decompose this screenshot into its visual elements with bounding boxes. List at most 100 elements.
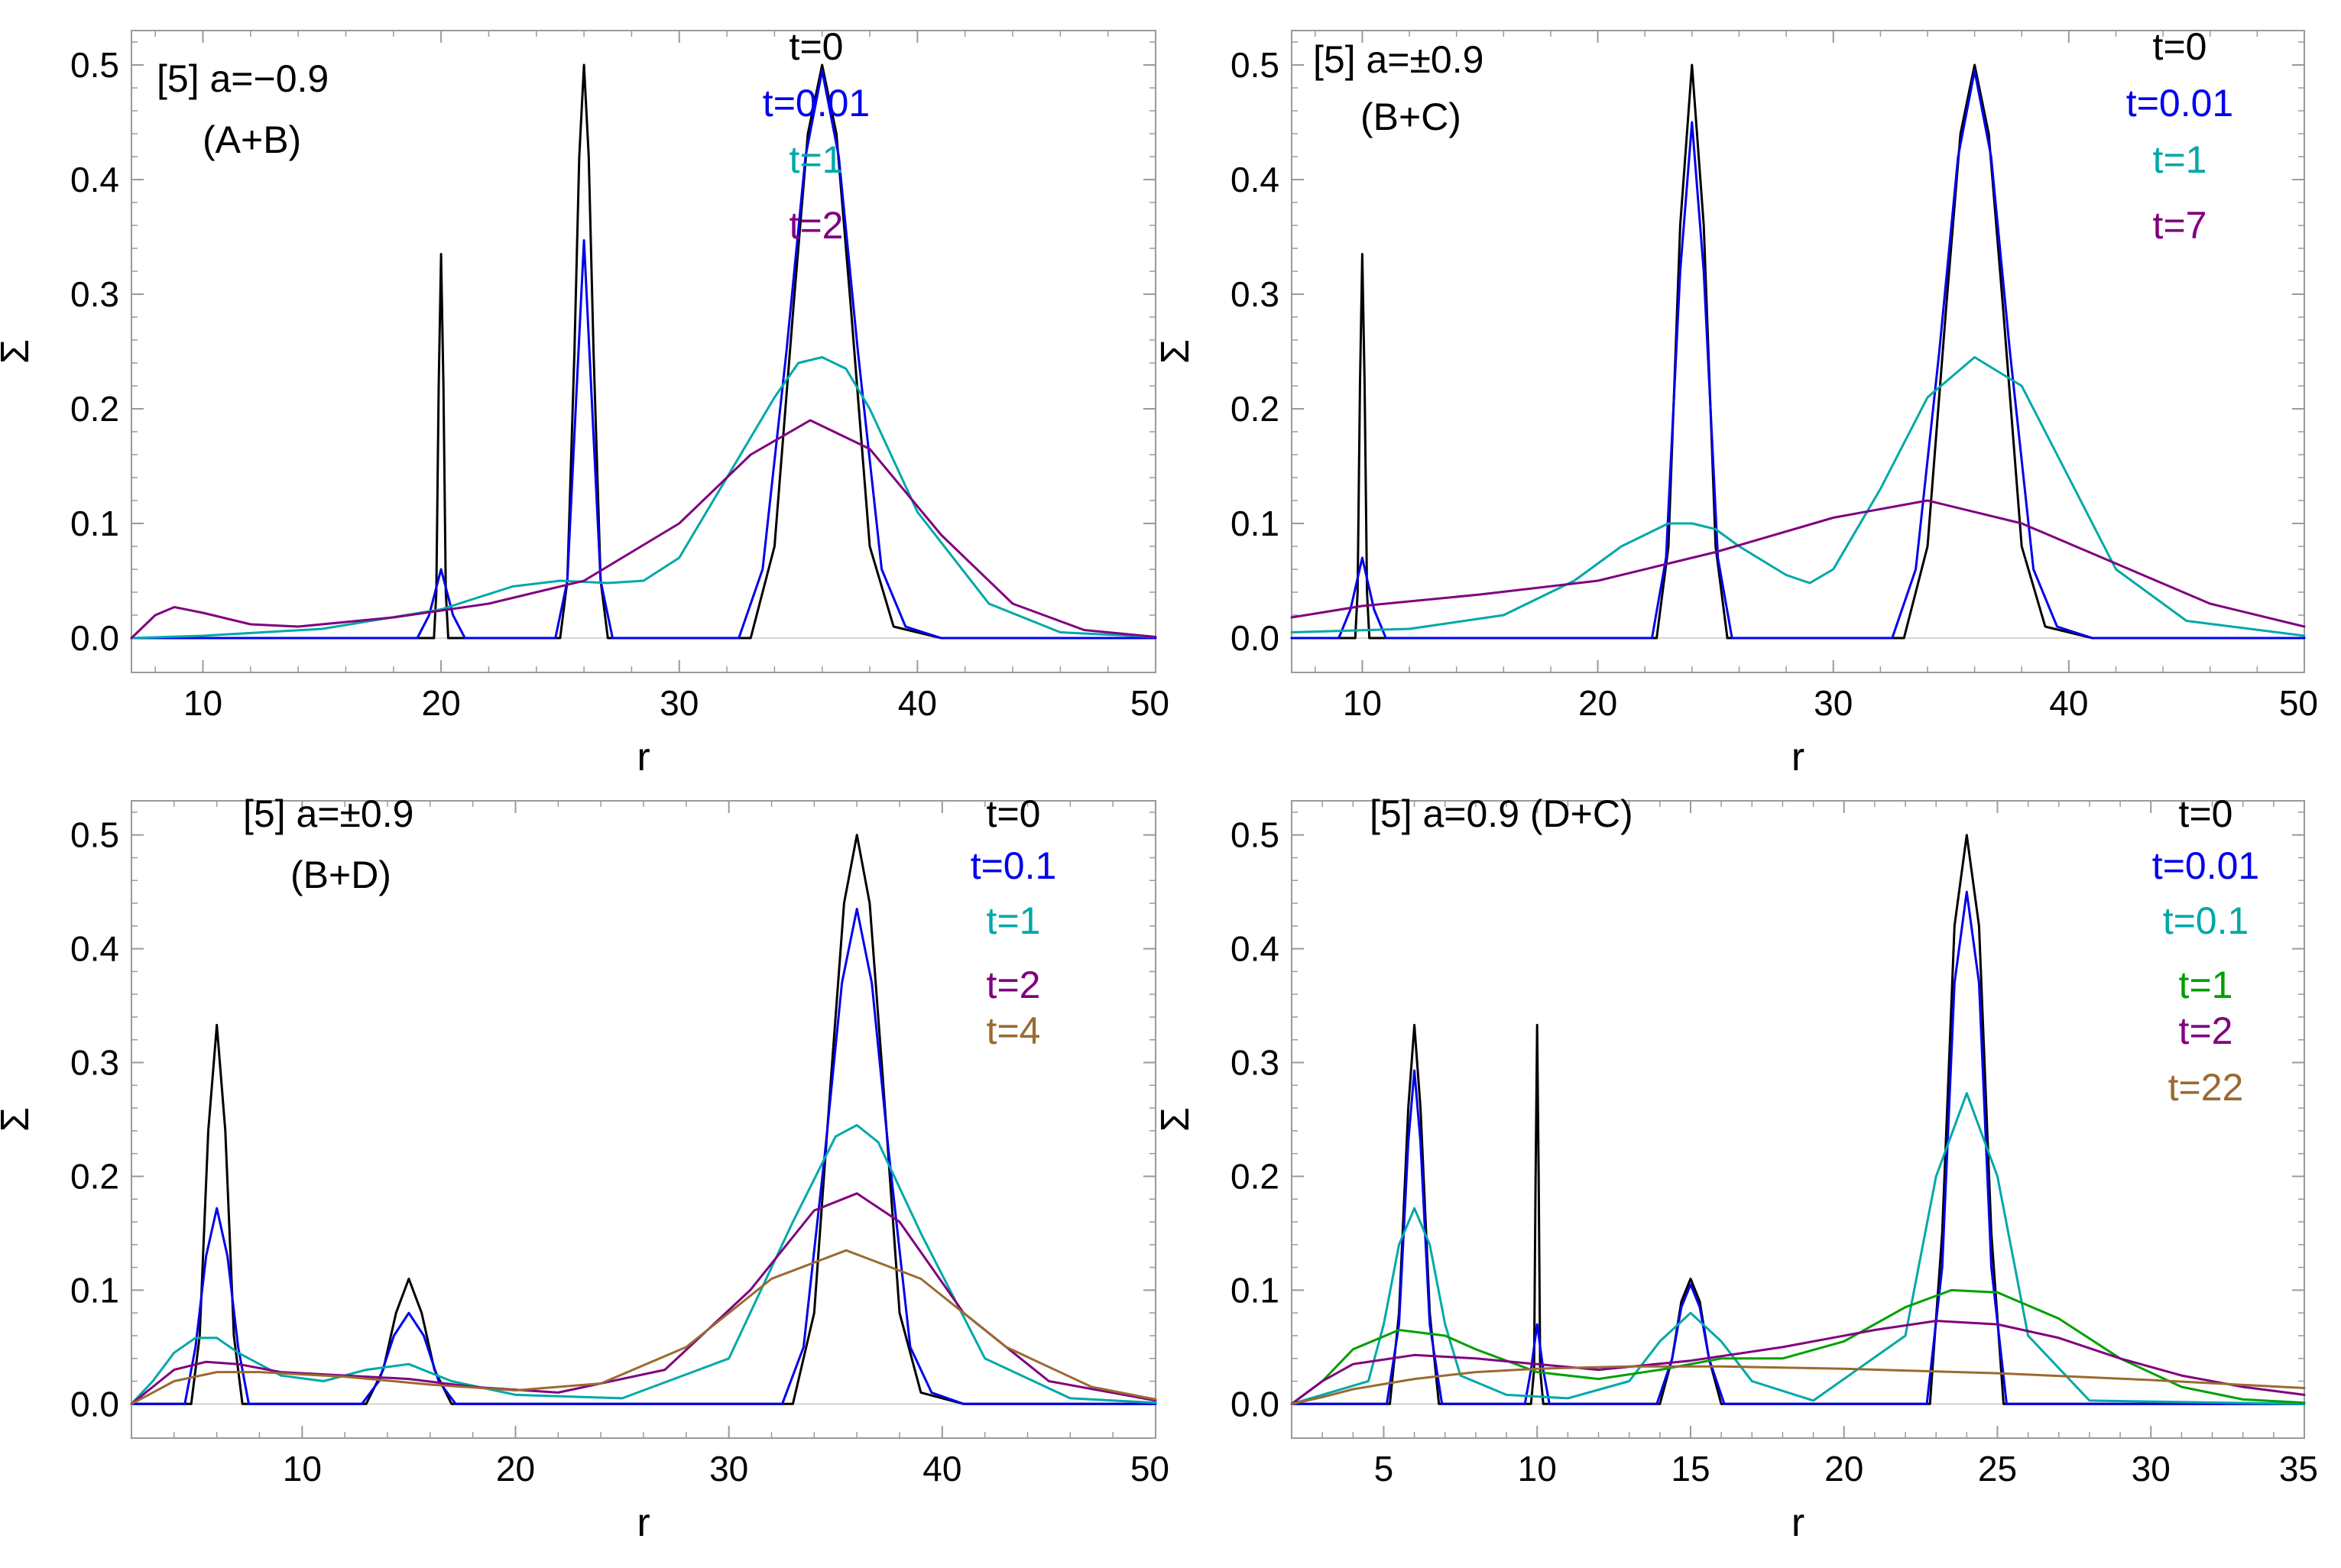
y-tick-label: 0.1 bbox=[1230, 504, 1279, 543]
legend-entry: t=7 bbox=[2153, 204, 2207, 247]
panel-annotation: (A+B) bbox=[203, 118, 301, 161]
panel-top-right: 10 20 30 40 50 0.0 0.1 0.2 0.3 0.4 0.5 r Σ [5] a=±0.9… bbox=[1153, 25, 2318, 779]
x-tick-label: 50 bbox=[2279, 683, 2318, 723]
x-tick-label: 15 bbox=[1671, 1449, 1710, 1489]
x-tick-label: 35 bbox=[2279, 1449, 2318, 1489]
y-tick-label: 0.0 bbox=[70, 1384, 119, 1424]
x-tick-label: 5 bbox=[1374, 1449, 1394, 1489]
y-tick-label: 0.2 bbox=[1230, 1156, 1279, 1196]
x-tick-label: 40 bbox=[898, 683, 937, 723]
y-tick-label: 0.5 bbox=[1230, 45, 1279, 85]
legend-entry: t=2 bbox=[2179, 1009, 2233, 1052]
series-line-t-1 bbox=[1290, 356, 2306, 637]
x-tick-label: 50 bbox=[1130, 683, 1169, 723]
panel-bottom-left: 10 20 30 40 50 0.0 0.1 0.2 0.3 0.4 0.5 r Σ [5] a=±0.9… bbox=[0, 792, 1169, 1545]
y-tick-label: 0.4 bbox=[1230, 929, 1279, 969]
y-tick-label: 0.4 bbox=[70, 160, 119, 199]
legend-entry: t=22 bbox=[2168, 1066, 2244, 1109]
series-line-t-22 bbox=[1290, 1365, 2306, 1405]
x-tick-label: 30 bbox=[2132, 1449, 2171, 1489]
series-line-t-7 bbox=[1290, 499, 2306, 628]
legend-entry: t=0.1 bbox=[971, 844, 1057, 887]
x-axis-title: r bbox=[637, 735, 650, 779]
x-tick-label: 40 bbox=[922, 1449, 961, 1489]
x-tick-label: 10 bbox=[1518, 1449, 1557, 1489]
x-tick-label: 20 bbox=[422, 683, 461, 723]
y-tick-label: 0.2 bbox=[70, 1156, 119, 1196]
panel-annotation: [5] a=−0.9 bbox=[157, 57, 329, 100]
x-axis-title: r bbox=[1791, 1501, 1804, 1545]
series-line-t-0-1 bbox=[130, 908, 1157, 1405]
legend-entry: t=1 bbox=[790, 138, 844, 181]
y-tick-label: 0.5 bbox=[1230, 815, 1279, 855]
y-tick-label: 0.0 bbox=[70, 618, 119, 658]
legend-entry: t=0 bbox=[2153, 25, 2207, 68]
series-line-t-0-01 bbox=[1290, 890, 2306, 1405]
legend-entry: t=1 bbox=[2153, 138, 2207, 181]
series-line-t-0-01 bbox=[130, 70, 1157, 640]
legend-entry: t=4 bbox=[987, 1009, 1041, 1052]
legend-entry: t=0 bbox=[2179, 792, 2233, 835]
y-tick-label: 0.3 bbox=[1230, 1043, 1279, 1083]
y-tick-label: 0.3 bbox=[70, 1043, 119, 1083]
y-tick-label: 0.2 bbox=[1230, 389, 1279, 429]
series-line-t-0-1 bbox=[1290, 1092, 2306, 1405]
x-tick-label: 40 bbox=[2049, 683, 2088, 723]
y-tick-label: 0.5 bbox=[70, 815, 119, 855]
plot-frame bbox=[1291, 30, 2305, 673]
series-line-t-4 bbox=[130, 1249, 1157, 1405]
plot-frame bbox=[131, 30, 1156, 673]
legend-entry: t=0.01 bbox=[2126, 82, 2233, 125]
y-axis-title: Σ bbox=[1153, 339, 1198, 364]
legend-entry: t=0 bbox=[987, 792, 1041, 835]
y-tick-label: 0.3 bbox=[70, 274, 119, 314]
x-tick-label: 20 bbox=[496, 1449, 535, 1489]
series-line-t-2 bbox=[1290, 1320, 2306, 1405]
legend-entry: t=2 bbox=[987, 964, 1041, 1006]
panel-annotation: [5] a=±0.9 bbox=[243, 792, 413, 835]
legend-entry: t=0.1 bbox=[2163, 899, 2249, 942]
plot-frame bbox=[1291, 800, 2305, 1439]
y-tick-label: 0.2 bbox=[70, 389, 119, 429]
legend-entry: t=1 bbox=[2179, 964, 2233, 1006]
series-line-t-1 bbox=[1290, 1288, 2306, 1405]
x-axis-title: r bbox=[637, 1501, 650, 1545]
x-tick-label: 10 bbox=[283, 1449, 322, 1489]
panel-annotation: [5] a=0.9 (D+C) bbox=[1370, 792, 1633, 835]
x-tick-label: 30 bbox=[1814, 683, 1853, 723]
series-line-t-0 bbox=[130, 834, 1157, 1405]
y-tick-label: 0.1 bbox=[70, 504, 119, 543]
legend-entry: t=0.01 bbox=[763, 82, 870, 125]
y-tick-label: 0.4 bbox=[1230, 160, 1279, 199]
panel-annotation: [5] a=±0.9 bbox=[1313, 38, 1483, 81]
y-axis-title: Σ bbox=[0, 1107, 37, 1132]
panel-annotation: (B+C) bbox=[1360, 96, 1461, 138]
panel-bottom-right: 5 10 15 20 25 30 35 0.0 0.1 0.2 0.3 0.4 0.5 r Σ [5] a=0… bbox=[1153, 792, 2318, 1545]
x-tick-label: 10 bbox=[183, 683, 222, 723]
series-line-t-0-01 bbox=[1290, 70, 2306, 640]
y-tick-label: 0.0 bbox=[1230, 618, 1279, 658]
x-tick-label: 50 bbox=[1130, 1449, 1169, 1489]
x-tick-label: 20 bbox=[1578, 683, 1617, 723]
x-axis-title: r bbox=[1791, 735, 1804, 779]
y-tick-label: 0.4 bbox=[70, 929, 119, 969]
panel-annotation: (B+D) bbox=[290, 854, 391, 896]
legend-entry: t=1 bbox=[987, 899, 1041, 942]
panel-top-left: 10 20 30 40 50 0.0 0.1 0.2 0.3 0.4 0.5 r Σ [5] a=−0.9… bbox=[0, 25, 1169, 779]
series-line-t-2 bbox=[130, 419, 1157, 640]
y-axis-title: Σ bbox=[0, 339, 37, 364]
y-tick-label: 0.0 bbox=[1230, 1384, 1279, 1424]
series-line-t-1 bbox=[130, 356, 1157, 640]
x-tick-label: 25 bbox=[1978, 1449, 2017, 1489]
series-line-t-0 bbox=[130, 63, 1157, 640]
legend-entry: t=0 bbox=[790, 25, 844, 68]
y-tick-label: 0.5 bbox=[70, 45, 119, 85]
series-line-t-1 bbox=[130, 1123, 1157, 1405]
x-tick-label: 20 bbox=[1824, 1449, 1863, 1489]
legend-entry: t=2 bbox=[790, 204, 844, 247]
x-tick-label: 30 bbox=[660, 683, 699, 723]
x-tick-label: 10 bbox=[1343, 683, 1382, 723]
x-tick-label: 30 bbox=[709, 1449, 748, 1489]
y-tick-label: 0.1 bbox=[1230, 1270, 1279, 1310]
